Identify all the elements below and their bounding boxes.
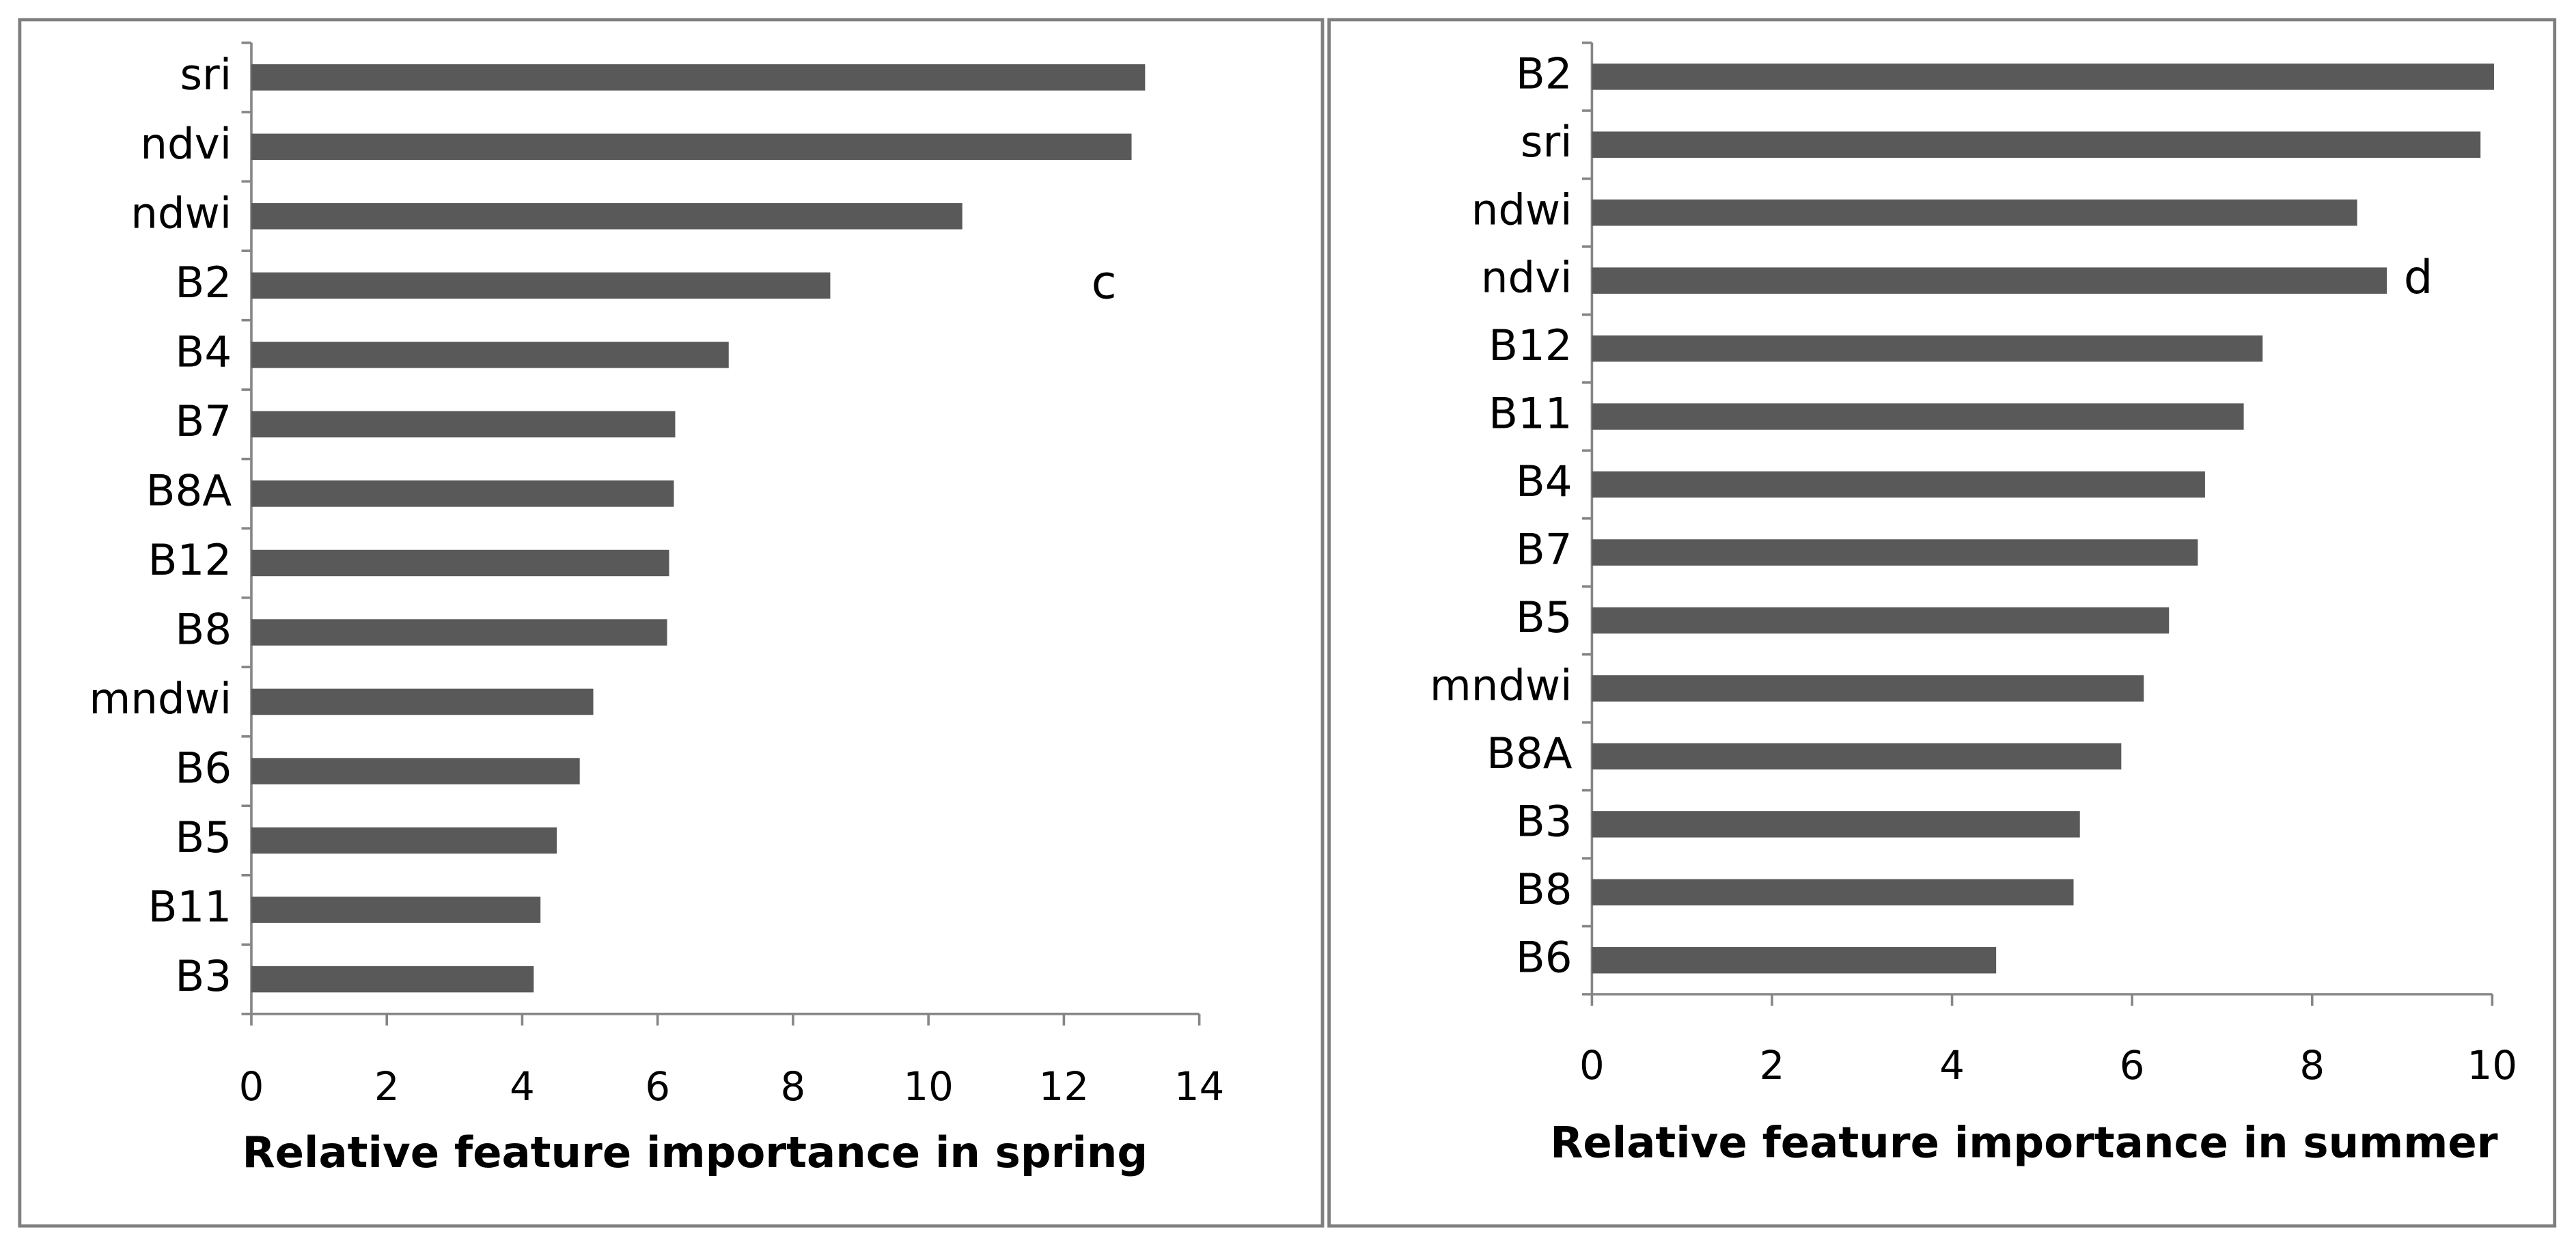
y-tick-label: B7 [1516,525,1573,575]
x-tick-label: 4 [510,1063,535,1110]
bar [251,827,557,854]
bar [251,966,534,993]
bar [1592,879,2074,906]
y-tick-label: ndwi [130,188,232,238]
y-tick-label: B3 [1516,796,1573,846]
y-tick-label: B6 [1516,932,1573,982]
annotation: d [2404,251,2433,304]
bar [251,480,674,507]
x-axis-label: Relative feature importance in spring [242,1127,1148,1177]
y-tick-label: B4 [1516,456,1573,506]
y-tick-label: B8 [1516,864,1573,914]
annotation: c [1092,256,1117,309]
y-tick-label: B12 [148,535,232,585]
y-tick-label: mndwi [89,674,232,724]
x-axis-label: Relative feature importance in summer [1550,1117,2498,1167]
x-tick-label: 6 [2120,1042,2145,1089]
y-tick-label: B4 [175,327,232,377]
y-tick-label: B8A [1486,728,1573,778]
bar [1592,947,1997,974]
y-tick-label: mndwi [1430,661,1573,711]
x-tick-label: 10 [2467,1042,2517,1089]
bar [251,64,1146,91]
y-tick-label: ndvi [140,119,232,169]
x-tick-label: 2 [1760,1042,1785,1089]
y-tick-label: B11 [148,882,232,932]
bar [251,342,729,368]
y-tick-label: B8A [146,466,232,516]
bar [251,272,831,299]
x-tick-label: 0 [1579,1042,1605,1089]
x-tick-label: 2 [374,1063,400,1110]
bar [251,758,580,784]
y-tick-label: B6 [175,743,232,793]
bar [251,897,541,923]
bar [251,203,962,230]
bar [251,619,667,646]
bar [1592,403,2244,430]
bar [1592,199,2357,226]
x-tick-label: 6 [645,1063,670,1110]
y-tick-label: B2 [175,258,232,307]
x-tick-label: 0 [239,1063,264,1110]
bar [1592,335,2263,362]
x-tick-label: 8 [781,1063,806,1110]
y-tick-label: B12 [1488,320,1572,370]
x-tick-label: 8 [2299,1042,2325,1089]
bar [251,133,1132,161]
bar [251,688,594,715]
y-tick-label: B5 [175,812,232,862]
x-tick-label: 10 [903,1063,953,1110]
y-tick-label: ndvi [1481,253,1573,303]
bar [1592,131,2481,158]
bar [1592,811,2080,838]
bar [1592,607,2170,634]
y-tick-label: B5 [1516,592,1573,642]
bar [1592,471,2205,498]
panel-border [1327,18,2557,1228]
y-tick-label: B2 [1516,49,1573,98]
bar [1592,64,2494,90]
bar [1592,743,2122,770]
y-tick-label: sri [180,49,232,99]
y-tick-label: B11 [1488,389,1572,439]
bar [1592,539,2198,566]
bar [1592,675,2144,702]
x-tick-label: 4 [1939,1042,1965,1089]
bar [251,411,676,438]
y-tick-label: ndwi [1471,184,1573,234]
x-tick-label: 12 [1039,1063,1089,1110]
bar [1592,267,2387,294]
y-tick-label: B8 [175,605,232,655]
x-tick-label: 14 [1174,1063,1224,1110]
panel-border [18,18,1325,1228]
bar [251,549,669,577]
y-tick-label: B7 [175,396,232,446]
y-tick-label: sri [1521,117,1573,167]
y-tick-label: B3 [175,951,232,1001]
